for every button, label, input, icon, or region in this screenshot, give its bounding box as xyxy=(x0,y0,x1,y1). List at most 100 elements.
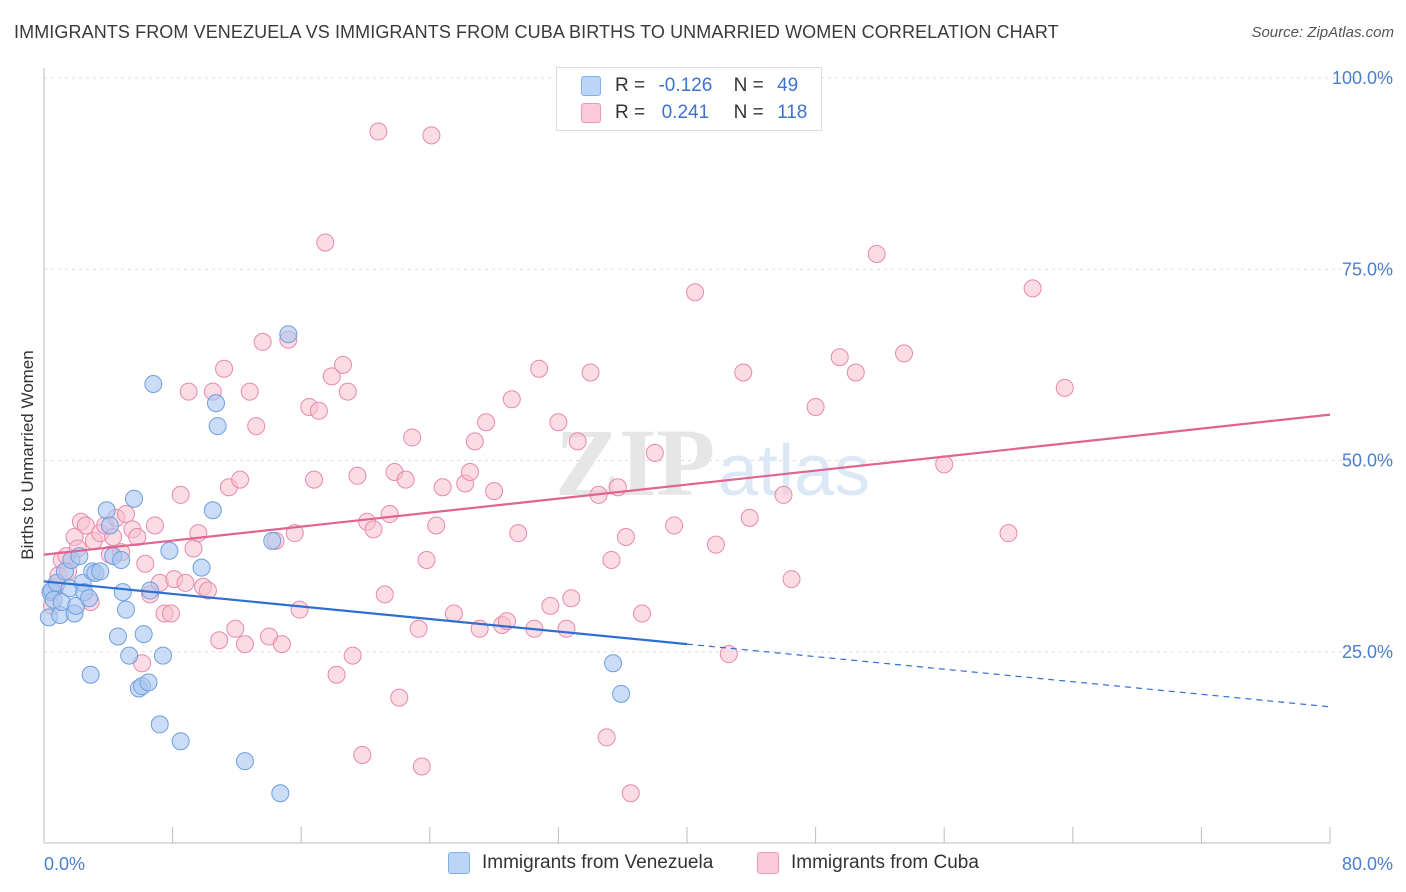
cuba-point xyxy=(427,516,446,535)
cuba-point xyxy=(343,646,362,665)
cuba-point xyxy=(226,619,245,638)
y-tick-label: 50.0% xyxy=(1342,451,1393,471)
cuba-point xyxy=(895,344,914,363)
cuba-point xyxy=(333,355,352,374)
cuba-point xyxy=(562,589,581,608)
cuba-point xyxy=(369,122,388,141)
venezuela-point xyxy=(150,715,169,734)
legend-item-cuba[interactable]: Immigrants from Cuba xyxy=(757,852,979,874)
series-legend: Immigrants from Venezuela Immigrants fro… xyxy=(0,852,1406,878)
venezuela-point xyxy=(235,752,254,771)
legend-cuba-n-label: N = xyxy=(733,102,764,123)
legend-cuba-r-value: 0.241 xyxy=(661,102,710,123)
cuba-point xyxy=(665,516,684,535)
source-label: Source: ZipAtlas.com xyxy=(1251,24,1394,41)
legend-swatch-cuba xyxy=(581,103,601,123)
legend-item-venezuela[interactable]: Immigrants from Venezuela xyxy=(448,852,713,874)
cuba-point xyxy=(231,470,250,489)
watermark: ZIP atlas xyxy=(555,409,870,516)
cuba-point xyxy=(272,635,291,654)
cuba-point xyxy=(581,363,600,382)
legend-label-cuba: Immigrants from Cuba xyxy=(791,852,979,873)
cuba-point xyxy=(235,635,254,654)
cuba-point xyxy=(338,382,357,401)
venezuela-point xyxy=(81,665,100,684)
x-tick-label: 0.0% xyxy=(44,854,85,874)
venezuela-point xyxy=(100,516,119,535)
cuba-point xyxy=(999,524,1018,543)
cuba-point xyxy=(210,631,229,650)
correlation-legend: R = -0.126 N = 49 R = 0.241 N = 118 xyxy=(556,67,822,131)
cuba-point xyxy=(621,784,640,803)
venezuela-points xyxy=(39,325,631,803)
cuba-point xyxy=(145,516,164,535)
cuba-point xyxy=(502,390,521,409)
cuba-point xyxy=(403,428,422,447)
y-tick-label: 75.0% xyxy=(1342,259,1393,279)
venezuela-point xyxy=(91,562,110,581)
cuba-point xyxy=(247,417,266,436)
venezuela-point xyxy=(108,627,127,646)
cuba-point xyxy=(412,757,431,776)
cuba-point xyxy=(136,554,155,573)
legend-swatch-venezuela-bottom xyxy=(448,852,470,874)
cuba-point xyxy=(541,596,560,615)
cuba-point xyxy=(322,367,341,386)
cuba-point xyxy=(557,619,576,638)
cuba-point xyxy=(380,505,399,524)
trend-lines xyxy=(43,413,1331,708)
cuba-point xyxy=(176,573,195,592)
legend-swatch-venezuela xyxy=(581,76,601,96)
cuba-point xyxy=(240,382,259,401)
venezuela-point xyxy=(271,784,290,803)
cuba-point xyxy=(616,528,635,546)
venezuela-point xyxy=(203,501,222,520)
cuba-point xyxy=(602,550,621,569)
cuba-point xyxy=(161,604,180,623)
cuba-point xyxy=(198,581,217,600)
cuba-point xyxy=(215,359,234,378)
cuba-point xyxy=(305,470,324,489)
venezuela-point xyxy=(192,558,211,577)
legend-venezuela-n-label: N = xyxy=(733,75,764,96)
cuba-point xyxy=(645,443,664,462)
tick-labels: 25.0% 50.0% 75.0% 100.0% 0.0% 80.0% xyxy=(44,68,1393,874)
cuba-point xyxy=(465,432,484,451)
cuba-point xyxy=(632,604,651,623)
venezuela-point xyxy=(97,501,116,520)
cuba-point xyxy=(782,570,801,589)
venezuela-point xyxy=(144,375,163,393)
legend-venezuela-r-value: -0.126 xyxy=(658,75,713,96)
cuba-point xyxy=(597,728,616,747)
gridlines xyxy=(44,77,1392,653)
venezuela-point xyxy=(153,646,172,665)
cuba-point xyxy=(509,524,528,543)
cuba-point xyxy=(353,746,372,765)
cuba-point xyxy=(477,413,496,432)
cuba-point xyxy=(460,462,479,481)
cuba-point xyxy=(290,600,309,619)
cuba-trend-line xyxy=(43,413,1331,556)
venezuela-point xyxy=(112,550,131,569)
venezuela-point xyxy=(263,531,282,550)
legend-venezuela-n-value: 49 xyxy=(777,75,799,96)
legend-venezuela-r-label: R = xyxy=(615,75,646,96)
y-tick-label: 100.0% xyxy=(1332,68,1393,88)
venezuela-point xyxy=(113,583,132,602)
venezuela-point xyxy=(125,489,144,508)
venezuela-point xyxy=(612,684,631,703)
cuba-point xyxy=(116,505,135,524)
cuba-point xyxy=(179,382,198,401)
cuba-point xyxy=(846,363,865,382)
venezuela-point xyxy=(116,600,135,619)
cuba-point xyxy=(375,585,394,604)
cuba-point xyxy=(409,619,428,638)
legend-cuba-r-label: R = xyxy=(615,102,646,123)
cuba-point xyxy=(806,397,825,416)
cuba-point xyxy=(734,363,753,382)
cuba-point xyxy=(1023,279,1042,298)
cuba-point xyxy=(549,413,568,432)
cuba-point xyxy=(396,470,415,489)
cuba-point xyxy=(830,348,849,367)
